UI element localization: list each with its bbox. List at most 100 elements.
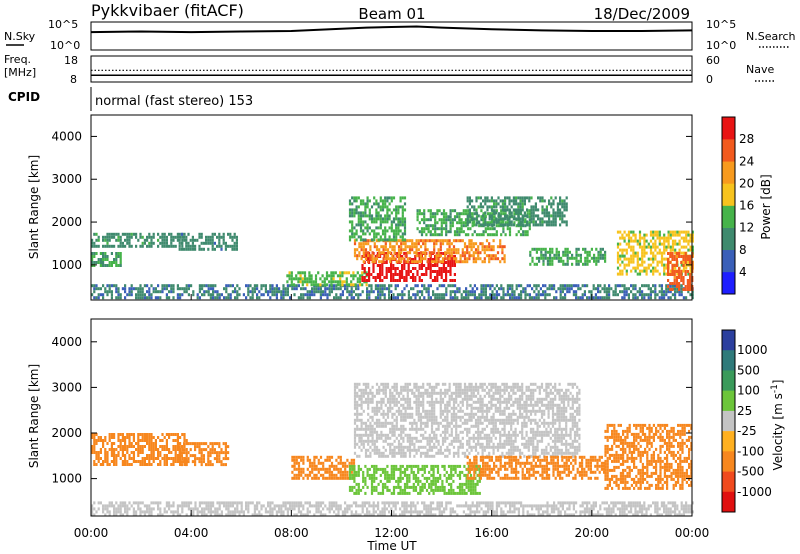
heatmap-cell	[326, 293, 329, 297]
heatmap-cell	[436, 221, 439, 225]
heatmap-cell	[610, 507, 613, 511]
heatmap-cell	[135, 293, 138, 297]
heatmap-cell	[185, 238, 188, 242]
heatmap-cell	[686, 279, 689, 282]
heatmap-cell	[286, 280, 289, 284]
heatmap-cell	[521, 199, 524, 203]
heatmap-cell	[539, 513, 542, 517]
heatmap-cell	[405, 252, 408, 255]
heatmap-cell	[649, 293, 652, 297]
heatmap-cell	[563, 214, 566, 218]
heatmap-cell	[115, 258, 118, 261]
heatmap-cell	[477, 214, 480, 218]
heatmap-cell	[469, 473, 473, 477]
heatmap-cell	[132, 507, 135, 511]
heatmap-cell	[408, 257, 412, 261]
heatmap-cell	[623, 510, 626, 514]
heatmap-cell	[685, 501, 688, 505]
heatmap-cell	[300, 504, 303, 508]
heatmap-cell	[475, 217, 478, 221]
heatmap-cell	[552, 214, 555, 218]
heatmap-cell	[630, 257, 633, 261]
heatmap-cell	[555, 290, 558, 294]
heatmap-cell	[403, 473, 407, 477]
heatmap-cell	[483, 248, 486, 252]
heatmap-cell	[524, 218, 527, 222]
heatmap-cell	[207, 293, 210, 297]
heatmap-cell	[323, 283, 326, 287]
heatmap-cell	[121, 451, 124, 454]
heatmap-cell	[601, 296, 604, 300]
heatmap-cell	[183, 445, 186, 448]
heatmap-cell	[314, 274, 318, 278]
heatmap-cell	[247, 510, 250, 514]
colorbar-tick-label: 4	[739, 265, 747, 279]
heatmap-cell	[463, 464, 466, 468]
heatmap-cell	[225, 513, 228, 517]
heatmap-cell	[517, 513, 520, 517]
heatmap-cell	[284, 287, 287, 291]
heatmap-cell	[564, 250, 567, 254]
heatmap-cell	[449, 209, 452, 213]
heatmap-cell	[165, 241, 168, 245]
heatmap-cell	[689, 236, 692, 240]
heatmap-cell	[346, 458, 349, 462]
heatmap-cell	[315, 455, 318, 459]
heatmap-cell	[627, 257, 631, 261]
heatmap-cell	[667, 273, 670, 276]
heatmap-cell	[658, 239, 661, 243]
heatmap-cell	[148, 241, 151, 245]
heatmap-cell	[412, 267, 415, 270]
heatmap-cell	[152, 448, 155, 451]
heatmap-cell	[398, 273, 401, 276]
heatmap-cell	[351, 488, 354, 492]
heatmap-cell	[99, 501, 102, 505]
heatmap-cell	[227, 284, 230, 288]
heatmap-cell	[625, 507, 628, 511]
heatmap-cell	[577, 262, 580, 266]
heatmap-cell	[201, 507, 204, 511]
heatmap-cell	[487, 501, 490, 505]
heatmap-cell	[113, 261, 116, 264]
heatmap-cell	[530, 211, 533, 215]
heatmap-cell	[154, 287, 157, 291]
heatmap-cell	[556, 211, 559, 215]
heatmap-cell	[213, 247, 216, 251]
heatmap-cell	[682, 282, 685, 285]
heatmap-cell	[262, 284, 265, 288]
heatmap-cell	[362, 220, 365, 224]
heatmap-cell	[508, 223, 511, 227]
heatmap-cell	[368, 226, 371, 230]
heatmap-cell	[391, 257, 394, 261]
heatmap-cell	[658, 248, 661, 252]
heatmap-cell	[227, 293, 230, 297]
heatmap-cell	[466, 217, 469, 221]
heatmap-cell	[93, 442, 96, 445]
heatmap-cell	[231, 513, 234, 517]
heatmap-cell	[601, 501, 604, 505]
heatmap-cell	[663, 233, 666, 237]
heatmap-cell	[113, 235, 116, 239]
heatmap-cell	[493, 293, 496, 297]
heatmap-cell	[490, 205, 493, 209]
heatmap-cell	[159, 451, 162, 454]
heatmap-cell	[322, 290, 325, 294]
heatmap-cell	[440, 501, 443, 505]
heatmap-cell	[543, 211, 546, 215]
heatmap-cell	[403, 196, 407, 200]
heatmap-cell	[216, 244, 219, 248]
heatmap-cell	[652, 230, 655, 234]
heatmap-cell	[395, 254, 398, 258]
heatmap-cell	[468, 208, 471, 212]
heatmap-cell	[671, 501, 674, 505]
heatmap-cell	[154, 448, 157, 451]
heatmap-cell	[660, 254, 664, 258]
heatmap-cell	[519, 208, 522, 212]
heatmap-cell	[423, 296, 426, 300]
heatmap-cell	[124, 290, 127, 294]
heatmap-cell	[548, 504, 551, 508]
heatmap-cell	[335, 458, 338, 462]
heatmap-cell	[616, 501, 619, 505]
heatmap-cell	[269, 507, 272, 511]
